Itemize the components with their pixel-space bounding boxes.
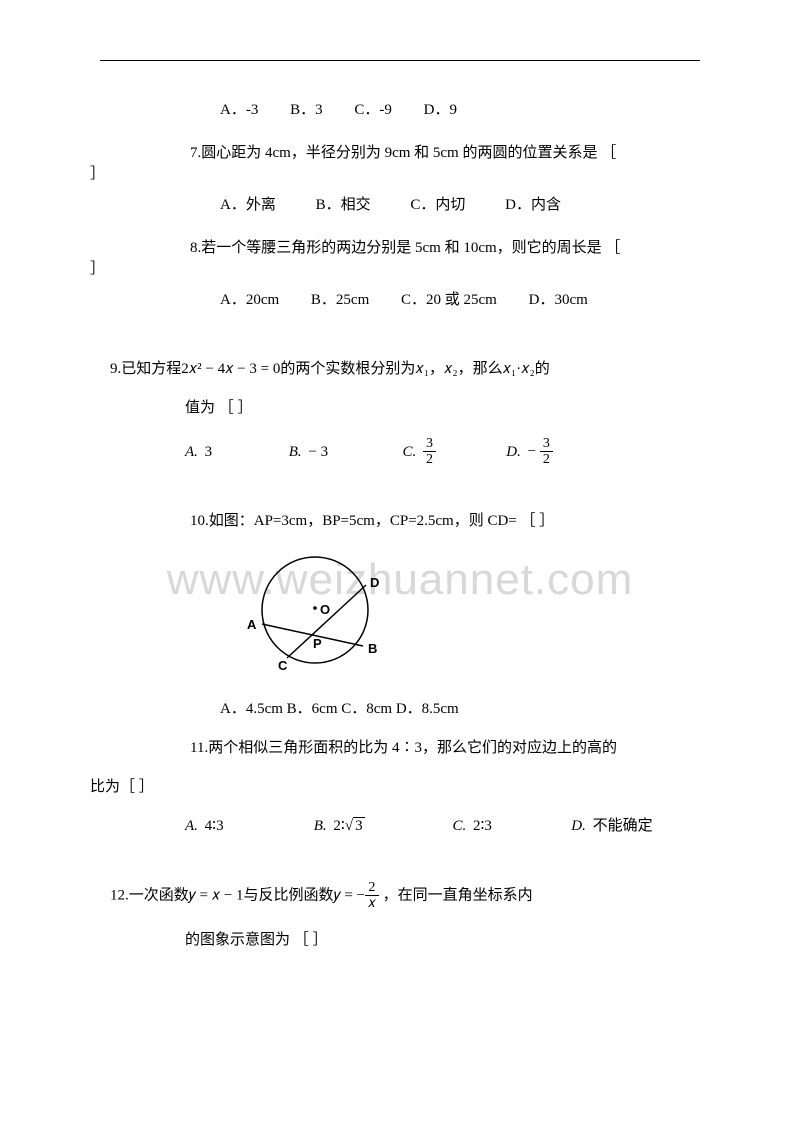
q9-x1: 𝑥₁: [415, 361, 429, 377]
q11-lc: C.: [453, 818, 467, 834]
q6-opt-b: B．3: [290, 102, 323, 118]
q11-ld: D.: [571, 818, 586, 834]
q11-options: A. 4∶3 B. 2∶√3 C. 2∶3 D. 不能确定: [90, 816, 700, 837]
q7-line1: 7.圆心距为 4cm，半径分别为 9cm 和 5cm 的两圆的位置关系是 ［: [190, 145, 616, 161]
q10-text: 10.如图：AP=3cm，BP=5cm，CP=2.5cm，则 CD= ［ ］: [90, 511, 700, 532]
q11-opt-d: 不能确定: [593, 818, 653, 834]
q12-mid: 与反比例函数: [244, 888, 334, 904]
q9-opt-a: 3: [205, 444, 213, 460]
q9-opt-b: − 3: [308, 444, 328, 460]
q8-opt-a: A．20cm: [220, 292, 279, 308]
q8-text: 8.若一个等腰三角形的两边分别是 5cm 和 10cm，则它的周长是 ［: [90, 238, 700, 259]
q12-line2: 的图象示意图为 ［ ］: [90, 930, 700, 951]
svg-text:B: B: [368, 641, 377, 656]
q8-opt-c: C．20 或 25cm: [401, 292, 497, 308]
q7-opt-b: B．相交: [316, 197, 371, 213]
q12-suffix: ，在同一直角坐标系内: [379, 888, 533, 904]
q10-options: A．4.5cm B．6cm C．8cm D．8.5cm: [90, 699, 700, 720]
q11-opt-c: 2∶3: [473, 818, 492, 834]
q8-options: A．20cm B．25cm C．20 或 25cm D．30cm: [90, 290, 700, 311]
q9-ld: D.: [506, 444, 521, 460]
q9-s2: 的: [535, 361, 550, 377]
svg-text:A: A: [247, 617, 257, 632]
q11-line2: 比为［ ］: [90, 777, 700, 798]
q12-prefix: 12.一次函数: [110, 888, 189, 904]
q9-text: 9.已知方程2𝑥² − 4𝑥 − 3 = 0的两个实数根分别为𝑥₁，𝑥₂，那么𝑥…: [90, 359, 700, 380]
q11-la: A.: [185, 818, 198, 834]
q9-opt-d: 32: [540, 437, 553, 467]
q9-options: A. 3 B. − 3 C. 32 D. − 32: [90, 437, 700, 467]
svg-text:P: P: [313, 636, 322, 651]
svg-text:D: D: [370, 575, 379, 590]
q9-prefix: 9.已知方程: [110, 361, 181, 377]
q9-prod: 𝑥₁·𝑥₂: [503, 361, 535, 377]
q12-text: 12.一次函数𝑦 = 𝑥 − 1与反比例函数𝑦 = −2𝑥 ，在同一直角坐标系内: [90, 881, 700, 911]
q9-mid: 的两个实数根分别为: [280, 361, 415, 377]
q9-c1: ，: [429, 361, 444, 377]
q7-opt-c: C．内切: [410, 197, 465, 213]
q6-opt-c: C．-9: [354, 102, 392, 118]
q12-frac: 2𝑥: [365, 881, 379, 911]
q6-opt-a: A．-3: [220, 102, 258, 118]
q9-line2: 值为 ［ ］: [90, 398, 700, 419]
q7-bracket: ］: [90, 164, 700, 185]
q7-opt-d: D．内含: [505, 197, 561, 213]
q9-la: A.: [185, 444, 198, 460]
q9-eq: 2𝑥² − 4𝑥 − 3 = 0: [181, 361, 280, 377]
q12-eq2pre: 𝑦 = −: [334, 888, 365, 904]
svg-text:C: C: [278, 658, 288, 673]
q9-lc: C.: [403, 444, 417, 460]
q8-line1: 8.若一个等腰三角形的两边分别是 5cm 和 10cm，则它的周长是 ［: [190, 240, 620, 256]
q9-s1: ，那么: [458, 361, 503, 377]
q7-text: 7.圆心距为 4cm，半径分别为 9cm 和 5cm 的两圆的位置关系是 ［: [90, 143, 700, 164]
q9-lb: B.: [289, 444, 302, 460]
q12-eq1: 𝑦 = 𝑥 − 1: [189, 888, 244, 904]
sqrt-icon: √3: [345, 816, 365, 837]
q11-opt-b-pre: 2∶: [333, 818, 344, 834]
svg-text:O: O: [320, 602, 330, 617]
q11-opt-a: 4∶3: [205, 818, 224, 834]
q10-diagram: O A B C D P: [220, 550, 700, 687]
q9-x2: 𝑥₂: [444, 361, 458, 377]
q6-options: A．-3 B．3 C．-9 D．9: [90, 100, 700, 121]
q8-opt-b: B．25cm: [311, 292, 369, 308]
q11-lb: B.: [314, 818, 327, 834]
q7-options: A．外离 B．相交 C．内切 D．内含: [90, 195, 700, 216]
q9-opt-c: 32: [423, 437, 436, 467]
q6-opt-d: D．9: [424, 102, 457, 118]
q7-opt-a: A．外离: [220, 197, 276, 213]
q8-opt-d: D．30cm: [529, 292, 588, 308]
q11-text: 11.两个相似三角形面积的比为 4∶3，那么它们的对应边上的高的: [90, 738, 700, 759]
q8-bracket: ］: [90, 259, 700, 280]
